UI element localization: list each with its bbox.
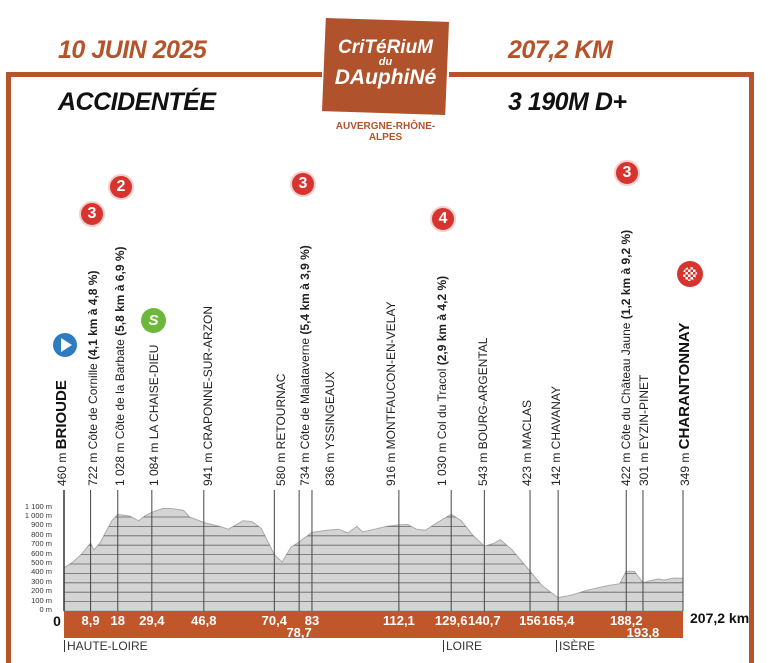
region-name: AUVERGNE-RHÔNE-ALPES — [335, 121, 436, 143]
y-tick-label: 900 m — [31, 520, 52, 530]
x-tick-label: 156 — [519, 613, 541, 628]
climb-category-badge: 4 — [430, 206, 456, 232]
x-tick-label: 188,2 — [609, 613, 643, 628]
total-distance-label: 207,2 km — [690, 610, 750, 626]
x-tick-label: 140,7 — [468, 613, 501, 628]
x-tick-label: 8,9 — [81, 613, 100, 628]
y-tick-label: 600 m — [31, 548, 52, 558]
x-tick-label: 78,7 — [286, 625, 312, 640]
x-tick-label: 46,8 — [191, 613, 217, 628]
department-label: LOIRE — [443, 640, 482, 652]
x-tick-label: 70,4 — [261, 613, 287, 628]
logo-line2: du — [378, 56, 393, 68]
race-logo: CriTéRiuM du DAuphiNé — [322, 18, 449, 115]
stage-distance: 207,2 KM — [508, 36, 613, 64]
finish-flag-icon — [677, 261, 703, 287]
x-tick-label: 0 — [53, 613, 61, 629]
distance-bar — [64, 611, 683, 638]
climb-category-badge: 3 — [290, 171, 316, 197]
climb-category-badge: 3 — [79, 201, 105, 227]
climb-category-badge: 2 — [108, 174, 134, 200]
x-tick-label: 129,6 — [434, 613, 468, 628]
department-label: HAUTE-LOIRE — [64, 640, 148, 652]
x-tick-label: 29,4 — [139, 613, 165, 628]
start-play-icon — [53, 333, 77, 357]
y-tick-label: 1 100 m — [24, 501, 52, 511]
y-tick-label: 800 m — [31, 529, 52, 539]
x-tick-label: 193,8 — [626, 625, 660, 640]
elevation-area — [63, 508, 684, 612]
department-label: ISÈRE — [556, 640, 595, 652]
stage-type: ACCIDENTÉE — [58, 88, 216, 116]
y-tick-label: 500 m — [31, 558, 52, 567]
logo-line3: DAuphiNé — [334, 66, 437, 89]
logo-line1: CriTéRiuM — [338, 37, 433, 58]
x-tick-label: 83 — [304, 613, 320, 628]
y-tick-label: 400 m — [31, 567, 52, 577]
x-tick-label: 112,1 — [382, 613, 415, 628]
y-tick-label: 200 m — [31, 586, 52, 596]
stage-date: 10 JUIN 2025 — [58, 36, 207, 64]
y-tick-label: 300 m — [31, 576, 52, 586]
x-tick-label: 165,4 — [541, 613, 575, 628]
y-tick-label: 100 m — [31, 595, 52, 605]
sprint-icon: S — [141, 308, 166, 333]
climb-category-badge: 3 — [614, 160, 640, 186]
y-tick-label: 0 m — [39, 605, 52, 614]
y-tick-label: 700 m — [31, 539, 52, 549]
elevation-gain: 3 190M D+ — [508, 88, 627, 116]
x-tick-label: 18 — [110, 613, 125, 628]
y-tick-label: 1 000 m — [24, 511, 52, 520]
